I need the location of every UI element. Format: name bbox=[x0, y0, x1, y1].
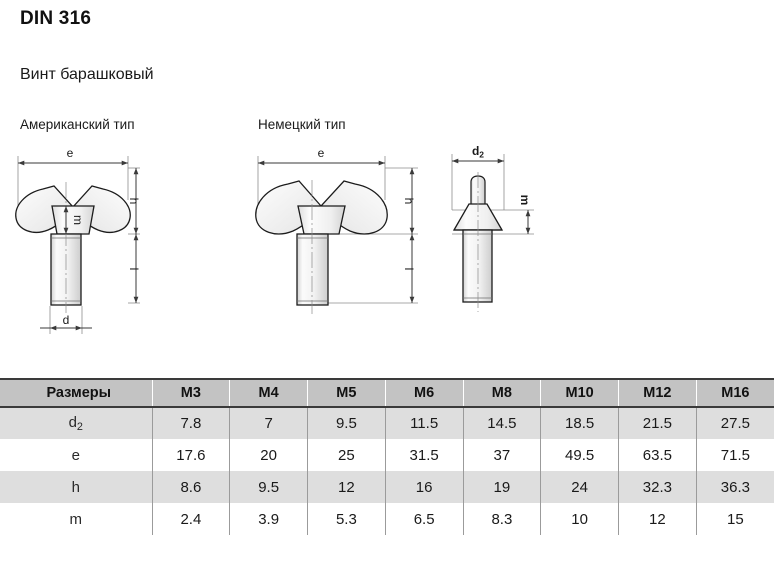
dim-side-d2: d2 bbox=[452, 144, 504, 164]
collar-german bbox=[297, 205, 346, 235]
specifications-table: Размеры M3 M4 M5 M6 M8 M10 M12 M16 d2 7.… bbox=[0, 378, 774, 535]
row-label-d2-subscript: 2 bbox=[76, 421, 83, 433]
dim-german-l: l bbox=[402, 234, 416, 303]
column-header-sizes: Размеры bbox=[0, 378, 152, 408]
column-header-m12: M12 bbox=[618, 378, 697, 408]
dim-german-e: e bbox=[258, 146, 385, 166]
product-name: Винт барашковый bbox=[20, 66, 154, 83]
row-label-h: h bbox=[0, 471, 152, 503]
table-header-row: Размеры M3 M4 M5 M6 M8 M10 M12 M16 bbox=[0, 378, 774, 408]
row-label-d2: d2 bbox=[0, 407, 152, 439]
cell-h-m4: 9.5 bbox=[229, 471, 308, 503]
row-label-e: e bbox=[0, 439, 152, 471]
dim-side-m: m bbox=[518, 195, 532, 234]
dim-label-german-e: e bbox=[318, 146, 325, 160]
page-title: DIN 316 bbox=[20, 8, 92, 29]
dim-label-german-h: h bbox=[402, 198, 416, 205]
cell-e-m8: 37 bbox=[462, 439, 541, 471]
cell-m-m5: 5.3 bbox=[307, 503, 386, 535]
cell-d2-m6: 11.5 bbox=[384, 407, 463, 439]
cell-d2-m10: 18.5 bbox=[540, 407, 619, 439]
cell-h-m12: 32.3 bbox=[618, 471, 697, 503]
column-header-m5: M5 bbox=[307, 378, 386, 408]
cell-d2-m5: 9.5 bbox=[307, 407, 386, 439]
cell-e-m3: 17.6 bbox=[151, 439, 230, 471]
column-header-m10: M10 bbox=[540, 378, 619, 408]
drawing-caption-german: Немецкий тип bbox=[258, 117, 346, 132]
drawing-side-view: d2 m bbox=[451, 144, 534, 312]
cell-d2-m12: 21.5 bbox=[618, 407, 697, 439]
dim-american-l: l bbox=[127, 234, 141, 303]
cell-m-m12: 12 bbox=[618, 503, 697, 535]
column-header-m3: M3 bbox=[151, 378, 230, 408]
cell-h-m16: 36.3 bbox=[695, 471, 774, 503]
dim-label-side-m: m bbox=[518, 195, 532, 206]
table-row: m 2.4 3.9 5.3 6.5 8.3 10 12 15 bbox=[0, 503, 774, 535]
drawing-german-type: e h l bbox=[255, 146, 418, 314]
technical-drawings: e m h l bbox=[0, 138, 774, 373]
cell-d2-m4: 7 bbox=[229, 407, 308, 439]
cell-e-m5: 25 bbox=[307, 439, 386, 471]
dim-label-german-l: l bbox=[402, 268, 416, 271]
cell-m-m16: 15 bbox=[695, 503, 774, 535]
cell-m-m4: 3.9 bbox=[229, 503, 308, 535]
column-header-m8: M8 bbox=[462, 378, 541, 408]
cell-h-m8: 19 bbox=[462, 471, 541, 503]
dim-american-m: m bbox=[63, 206, 85, 234]
cell-m-m6: 6.5 bbox=[384, 503, 463, 535]
dim-label-american-l: l bbox=[127, 268, 141, 271]
cell-m-m8: 8.3 bbox=[462, 503, 541, 535]
cell-d2-m8: 14.5 bbox=[462, 407, 541, 439]
shaft-german bbox=[296, 233, 329, 306]
cell-h-m10: 24 bbox=[540, 471, 619, 503]
collar-american bbox=[51, 205, 95, 235]
drawing-caption-american: Американский тип bbox=[20, 117, 135, 132]
cell-h-m5: 12 bbox=[307, 471, 386, 503]
column-header-m4: M4 bbox=[229, 378, 308, 408]
dim-label-american-h: h bbox=[127, 198, 141, 205]
dim-american-e: e bbox=[18, 146, 128, 166]
shaft-side bbox=[462, 229, 493, 303]
dim-american-d: d bbox=[40, 313, 92, 331]
cell-e-m4: 20 bbox=[229, 439, 308, 471]
table-row: e 17.6 20 25 31.5 37 49.5 63.5 71.5 bbox=[0, 439, 774, 471]
cell-e-m6: 31.5 bbox=[384, 439, 463, 471]
column-header-m6: M6 bbox=[384, 378, 463, 408]
cell-e-m12: 63.5 bbox=[618, 439, 697, 471]
table-row: d2 7.8 7 9.5 11.5 14.5 18.5 21.5 27.5 bbox=[0, 407, 774, 439]
cell-h-m3: 8.6 bbox=[151, 471, 230, 503]
cell-e-m16: 71.5 bbox=[695, 439, 774, 471]
drawing-american-type: e m h l bbox=[15, 146, 141, 334]
column-header-m16: M16 bbox=[695, 378, 774, 408]
cell-d2-m16: 27.5 bbox=[695, 407, 774, 439]
specifications-table-container: Размеры M3 M4 M5 M6 M8 M10 M12 M16 d2 7.… bbox=[0, 378, 774, 535]
row-label-d2-text: d bbox=[68, 413, 77, 431]
dim-label-american-m: m bbox=[71, 215, 85, 225]
table-row: h 8.6 9.5 12 16 19 24 32.3 36.3 bbox=[0, 471, 774, 503]
dim-label-american-d: d bbox=[63, 313, 70, 327]
dim-american-h: h bbox=[127, 168, 141, 234]
dim-label-side-d2: d2 bbox=[472, 144, 484, 160]
row-label-m: m bbox=[0, 503, 152, 535]
cell-d2-m3: 7.8 bbox=[151, 407, 230, 439]
cell-m-m10: 10 bbox=[540, 503, 619, 535]
dim-label-american-e: e bbox=[67, 146, 74, 160]
cell-m-m3: 2.4 bbox=[151, 503, 230, 535]
cell-h-m6: 16 bbox=[384, 471, 463, 503]
cell-e-m10: 49.5 bbox=[540, 439, 619, 471]
dim-german-h: h bbox=[402, 168, 416, 234]
